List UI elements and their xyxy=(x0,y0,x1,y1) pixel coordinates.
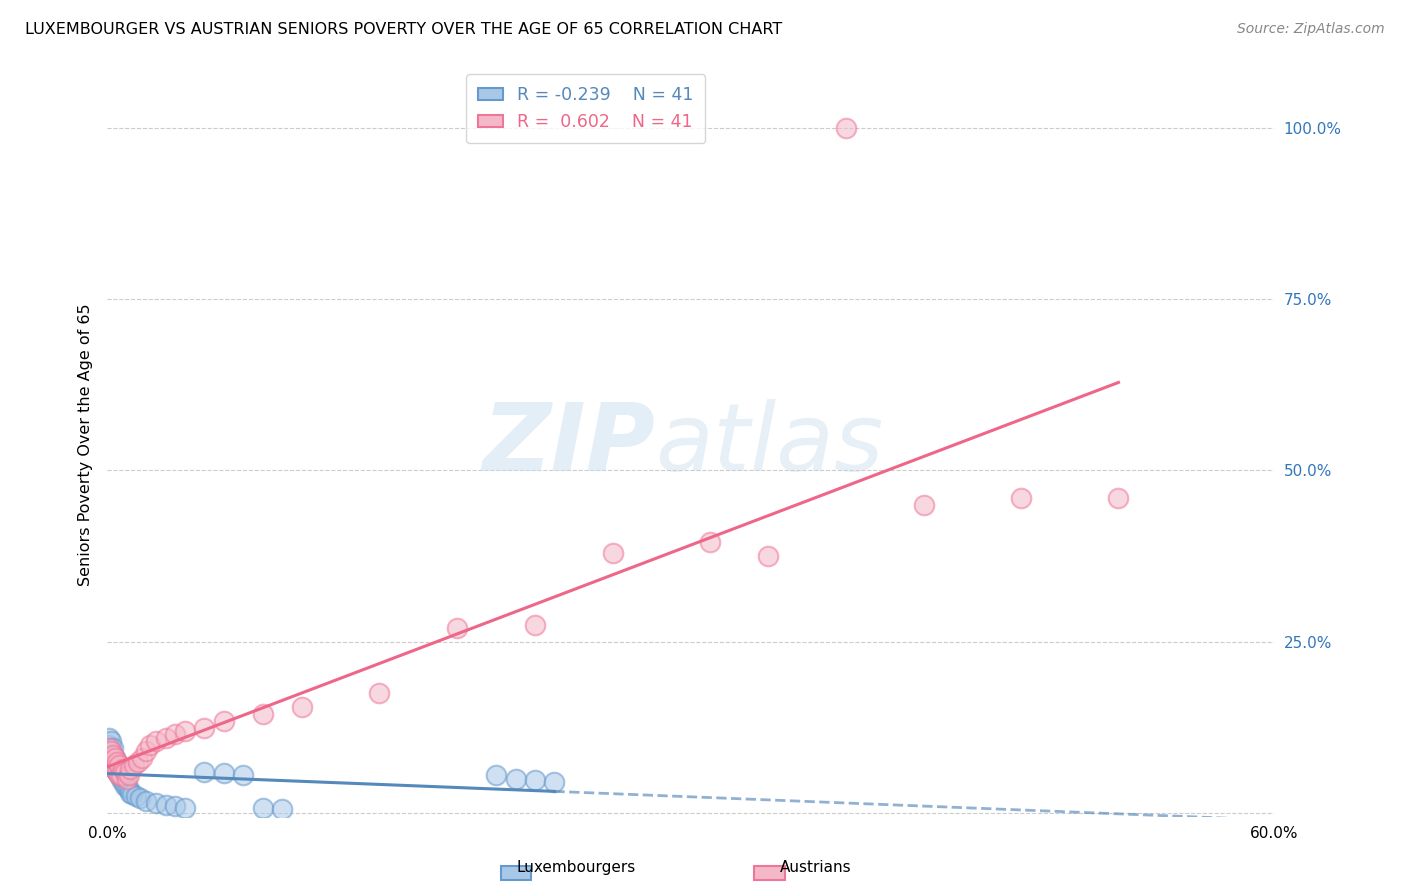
Point xyxy=(232,768,254,782)
Point xyxy=(125,789,148,803)
Point xyxy=(110,768,132,782)
Text: ZIP: ZIP xyxy=(482,399,655,491)
Point xyxy=(124,758,146,772)
Point xyxy=(145,796,167,810)
Point xyxy=(485,768,508,782)
Point xyxy=(100,755,122,769)
Point xyxy=(127,755,149,769)
Point xyxy=(291,700,314,714)
Point xyxy=(98,731,121,745)
Point xyxy=(105,765,128,780)
Point xyxy=(699,535,721,549)
Point xyxy=(368,686,391,700)
Point xyxy=(271,802,294,816)
Point xyxy=(110,772,132,786)
Point xyxy=(105,765,128,780)
Point xyxy=(135,744,157,758)
Point xyxy=(912,498,935,512)
Point xyxy=(174,800,197,814)
Text: Luxembourgers: Luxembourgers xyxy=(517,861,636,875)
Point xyxy=(100,741,122,756)
Point xyxy=(758,549,780,563)
Point xyxy=(117,768,139,782)
Point xyxy=(105,755,128,769)
Point xyxy=(108,758,131,772)
Point xyxy=(111,775,134,789)
Point xyxy=(101,741,124,756)
Point xyxy=(104,751,127,765)
Point xyxy=(104,762,127,776)
Point xyxy=(135,794,157,808)
Point xyxy=(193,721,215,735)
Point xyxy=(1108,491,1130,505)
Point xyxy=(101,747,124,762)
Point xyxy=(108,768,131,782)
Point xyxy=(835,120,858,135)
Point xyxy=(100,755,122,769)
Point xyxy=(101,758,124,772)
Point xyxy=(108,758,131,772)
Point xyxy=(117,782,139,797)
Point xyxy=(98,744,121,758)
Point xyxy=(114,765,136,780)
Point xyxy=(98,751,121,765)
Text: Source: ZipAtlas.com: Source: ZipAtlas.com xyxy=(1237,22,1385,37)
Point xyxy=(100,734,122,748)
Point xyxy=(114,779,136,793)
Text: Austrians: Austrians xyxy=(780,861,851,875)
Point xyxy=(101,747,124,762)
Point xyxy=(174,723,197,738)
Point xyxy=(212,714,235,728)
Point xyxy=(98,738,121,752)
Point xyxy=(165,727,187,741)
Point xyxy=(505,772,527,786)
Point xyxy=(1010,491,1032,505)
Legend: R = -0.239    N = 41, R =  0.602    N = 41: R = -0.239 N = 41, R = 0.602 N = 41 xyxy=(467,74,704,144)
Point xyxy=(111,762,134,776)
Point xyxy=(105,755,128,769)
Point xyxy=(111,765,134,780)
Point xyxy=(101,758,124,772)
Point xyxy=(524,773,547,788)
Point xyxy=(602,546,624,560)
Point xyxy=(446,621,468,635)
Point xyxy=(543,775,565,789)
Point xyxy=(252,800,274,814)
Point xyxy=(131,751,153,765)
Point xyxy=(100,744,122,758)
Point xyxy=(115,780,138,794)
Point xyxy=(108,768,131,782)
Point xyxy=(139,738,162,752)
Point xyxy=(104,751,127,765)
Point xyxy=(155,797,177,812)
Point xyxy=(524,617,547,632)
Point xyxy=(129,791,152,805)
Point xyxy=(120,786,142,800)
Point xyxy=(110,762,132,776)
Point xyxy=(98,751,121,765)
Point xyxy=(212,766,235,780)
Text: LUXEMBOURGER VS AUSTRIAN SENIORS POVERTY OVER THE AGE OF 65 CORRELATION CHART: LUXEMBOURGER VS AUSTRIAN SENIORS POVERTY… xyxy=(25,22,783,37)
Point xyxy=(98,741,121,756)
Point xyxy=(120,762,142,776)
Point xyxy=(252,706,274,721)
Point xyxy=(193,765,215,780)
Point xyxy=(165,799,187,814)
Point xyxy=(115,772,138,786)
Point xyxy=(155,731,177,745)
Text: atlas: atlas xyxy=(655,400,884,491)
Point xyxy=(104,762,127,776)
Point xyxy=(145,734,167,748)
Y-axis label: Seniors Poverty Over the Age of 65: Seniors Poverty Over the Age of 65 xyxy=(79,303,93,586)
Point xyxy=(121,787,143,801)
